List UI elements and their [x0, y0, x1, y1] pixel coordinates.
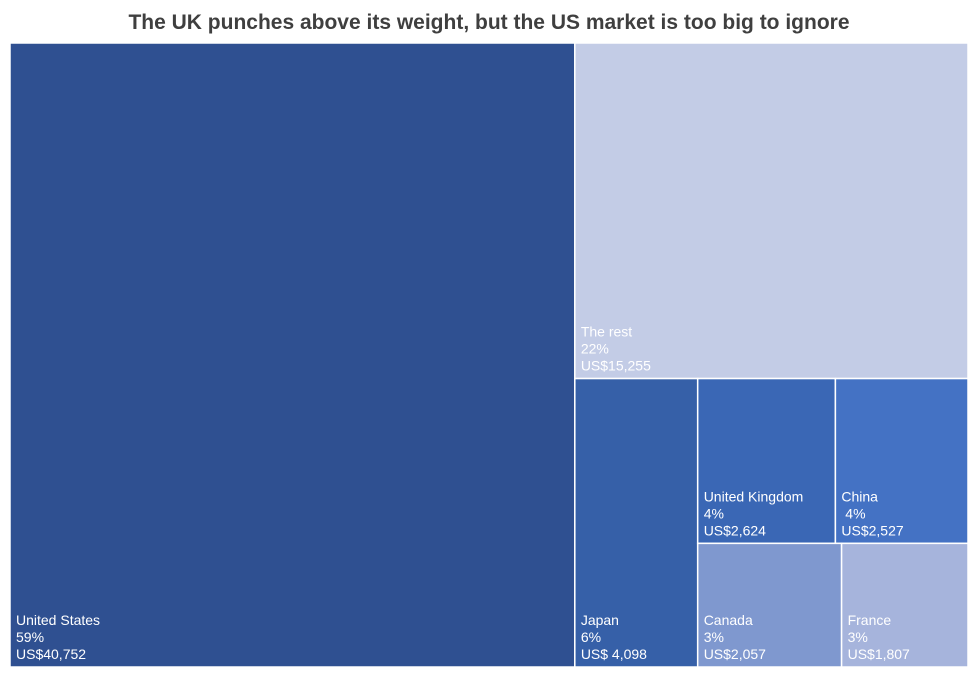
tile-percent: 6% — [581, 629, 601, 645]
tile — [840, 542, 969, 668]
tile-label: France — [848, 612, 892, 628]
tile — [574, 377, 699, 668]
tile-label: United Kingdom — [704, 488, 804, 504]
tile-label: The rest — [581, 324, 632, 340]
tile-label: Canada — [704, 612, 753, 628]
tile-value: US$1,807 — [848, 646, 910, 662]
chart-title: The UK punches above its weight, but the… — [128, 11, 849, 34]
tile-percent: 3% — [848, 629, 868, 645]
tile — [834, 377, 969, 545]
tile-value: US$15,255 — [581, 358, 651, 374]
tile-percent: 59% — [16, 629, 44, 645]
tile — [696, 377, 837, 545]
tile-value: US$ 4,098 — [581, 646, 647, 662]
tile-label: China — [841, 488, 878, 504]
tile — [574, 42, 969, 380]
tile-value: US$2,527 — [841, 522, 903, 538]
tile — [696, 542, 843, 668]
tile-value: US$2,624 — [704, 522, 766, 538]
tile-percent: 4% — [841, 505, 865, 521]
tile-label: Japan — [581, 612, 619, 628]
tile-value: US$40,752 — [16, 646, 86, 662]
tile-percent: 4% — [704, 505, 724, 521]
tile-percent: 3% — [704, 629, 724, 645]
tile-percent: 22% — [581, 341, 609, 357]
tile — [9, 42, 576, 668]
tile-label: United States — [16, 612, 100, 628]
tile-value: US$2,057 — [704, 646, 766, 662]
